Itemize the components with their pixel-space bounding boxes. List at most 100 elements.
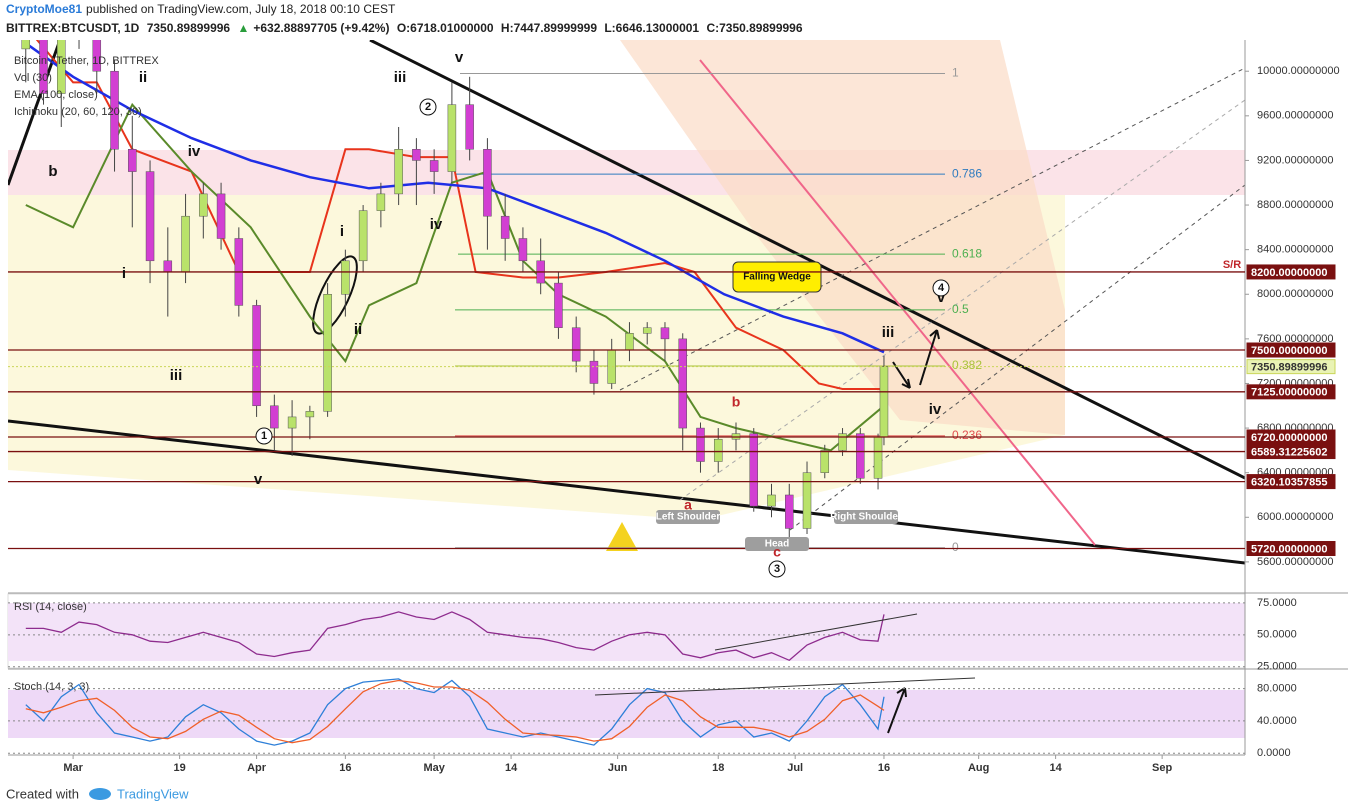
candle-body bbox=[483, 149, 492, 217]
candle-body bbox=[412, 149, 421, 161]
label-box bbox=[834, 510, 898, 524]
annotation: iv bbox=[929, 401, 942, 418]
annotation: Left Shoulder bbox=[656, 512, 721, 523]
high: H:7447.89999999 bbox=[500, 21, 597, 35]
price-label-box bbox=[1246, 264, 1336, 280]
candle-body bbox=[713, 438, 723, 462]
ichimoku-line bbox=[25, 102, 885, 452]
annotation: 4 bbox=[938, 282, 945, 294]
open: O:6718.01000000 bbox=[396, 21, 494, 35]
x-tick-label: 18 bbox=[712, 762, 724, 774]
price-label: 8200.00000000 bbox=[1251, 267, 1327, 279]
x-tick-label: Sep bbox=[1152, 762, 1172, 774]
annotation: 3 bbox=[774, 563, 780, 575]
candle-body bbox=[856, 433, 865, 479]
published: published on TradingView.com, July 18, 2… bbox=[86, 2, 396, 16]
annotation: v bbox=[455, 49, 464, 66]
channel-line bbox=[679, 99, 1245, 501]
channel-line bbox=[619, 67, 1245, 391]
annotation: Falling Wedge bbox=[743, 272, 811, 283]
annotation: Head bbox=[765, 539, 789, 550]
x-tick-label: 14 bbox=[505, 762, 518, 774]
y-tick-label: 25.0000 bbox=[1257, 661, 1297, 673]
close: C:7350.89899996 bbox=[706, 21, 803, 35]
candle-body bbox=[589, 360, 599, 384]
y-tick-label: 7600.00000000 bbox=[1257, 333, 1333, 345]
cloud bbox=[620, 40, 1065, 435]
last-price: 7350.89899996 bbox=[146, 21, 231, 35]
legend-entry: Vol (30) bbox=[14, 72, 52, 84]
x-tick-label: May bbox=[423, 762, 445, 774]
wedge-line bbox=[8, 419, 1245, 565]
stoch-title: Stoch (14, 3, 3) bbox=[14, 681, 89, 693]
candle-body bbox=[323, 294, 332, 412]
annotation: 2 bbox=[425, 101, 431, 113]
symbol: BITTREX:BTCUSDT, 1D bbox=[6, 21, 140, 35]
candle-body bbox=[447, 104, 457, 172]
footer-text: Created with bbox=[6, 786, 79, 801]
candle-body bbox=[57, 40, 66, 94]
wave-circle bbox=[419, 98, 437, 116]
candle-body bbox=[518, 238, 528, 262]
candle-body bbox=[678, 338, 687, 429]
price-label: 6720.00000000 bbox=[1251, 432, 1327, 444]
y-tick-label: 8800.00000000 bbox=[1257, 199, 1333, 211]
fib-label: 0 bbox=[952, 540, 959, 554]
label-box bbox=[745, 537, 809, 551]
candle-body bbox=[571, 327, 581, 362]
price-label-box bbox=[1246, 359, 1336, 375]
candle-body bbox=[660, 327, 670, 340]
footer-brand[interactable]: TradingView bbox=[117, 786, 189, 801]
fib-label: 0.618 bbox=[952, 246, 982, 260]
price-label: 7350.89899996 bbox=[1251, 362, 1327, 374]
annotation: b bbox=[48, 163, 57, 180]
arrow bbox=[892, 329, 940, 389]
x-tick-label: Mar bbox=[63, 762, 83, 774]
symbol-line: BITTREX:BTCUSDT, 1D 7350.89899996 ▲ +632.… bbox=[6, 21, 807, 35]
fib-label: 0.5 bbox=[952, 302, 969, 316]
rsi-title: RSI (14, close) bbox=[14, 601, 87, 613]
wedge-line bbox=[8, 40, 62, 186]
wave-circle bbox=[768, 560, 786, 578]
price-label: 6589.31225602 bbox=[1251, 446, 1327, 458]
candle-body bbox=[92, 40, 102, 72]
callout bbox=[732, 261, 822, 293]
price-label: 5720.00000000 bbox=[1251, 543, 1327, 555]
candle-body bbox=[873, 436, 883, 479]
zone bbox=[8, 150, 1245, 195]
x-tick-label: Jun bbox=[608, 762, 628, 774]
y-tick-label: 80.0000 bbox=[1257, 682, 1297, 694]
candle-body bbox=[305, 411, 315, 418]
y-tick-label: 75.0000 bbox=[1257, 597, 1297, 609]
fib-label: 0.236 bbox=[952, 428, 982, 442]
candle-body bbox=[358, 210, 368, 262]
candle-body bbox=[642, 327, 652, 334]
price-label: 7125.00000000 bbox=[1251, 387, 1327, 399]
annotation: a bbox=[684, 497, 692, 513]
y-tick-label: 5600.00000000 bbox=[1257, 556, 1333, 568]
x-tick-label: 16 bbox=[339, 762, 351, 774]
y-tick-label: 0.0000 bbox=[1257, 747, 1291, 759]
annotation: S/R bbox=[1223, 259, 1241, 271]
candle-body bbox=[394, 149, 403, 195]
price-label-box bbox=[1246, 342, 1336, 358]
annotation: iii bbox=[394, 69, 407, 86]
candle-body bbox=[39, 40, 48, 94]
candle-body bbox=[270, 405, 279, 429]
annotation: iv bbox=[188, 143, 201, 160]
stoch-line bbox=[25, 679, 885, 744]
annotation: ii bbox=[354, 321, 362, 338]
candle-body bbox=[554, 282, 563, 328]
fib-label: 0.786 bbox=[952, 166, 982, 180]
author[interactable]: CryptoMoe81 bbox=[6, 2, 83, 16]
price-label: 6320.10357855 bbox=[1251, 476, 1327, 488]
annotation: iv bbox=[430, 216, 443, 233]
rsi-trend bbox=[714, 613, 918, 651]
y-tick-label: 50.0000 bbox=[1257, 629, 1297, 641]
price-label-box bbox=[1246, 444, 1336, 460]
annotation: ii bbox=[139, 69, 147, 86]
candle-body bbox=[696, 427, 705, 462]
change: +632.88897705 (+9.42%) bbox=[253, 21, 390, 35]
candle-body bbox=[429, 160, 439, 172]
